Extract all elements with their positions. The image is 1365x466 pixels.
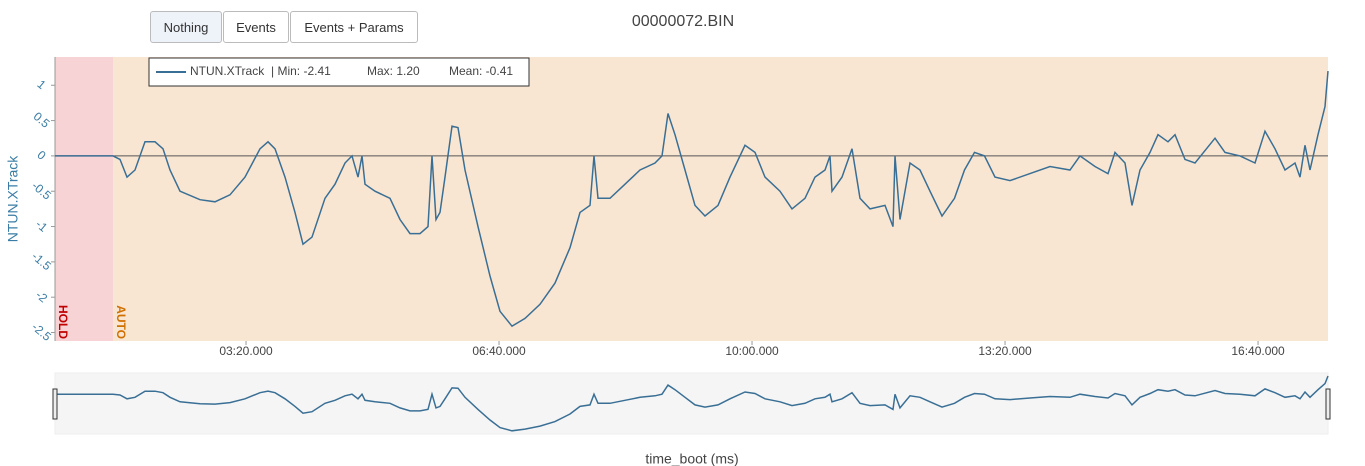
x-tick-label: 10:00.000 — [725, 344, 779, 358]
x-axis-title: time_boot (ms) — [645, 451, 738, 466]
x-tick-label: 06:40.000 — [472, 344, 526, 358]
mode-label: AUTO — [114, 305, 128, 339]
x-tick-label: 03:20.000 — [219, 344, 273, 358]
range-slider — [54, 372, 1329, 435]
legend-mean: Mean: -0.41 — [449, 64, 513, 78]
y-tick-label: -1 — [33, 217, 50, 235]
y-tick-label: 1 — [34, 77, 48, 92]
x-tick-label: 16:40.000 — [1231, 344, 1285, 358]
legend-max: Max: 1.20 — [367, 64, 420, 78]
y-tick-label: -0.5 — [29, 179, 54, 203]
button[interactable]: Events + Params — [290, 11, 418, 43]
legend-min: | Min: -2.41 — [271, 64, 331, 78]
range-line — [55, 375, 1329, 432]
legend-box — [148, 57, 530, 87]
mode-label: HOLD — [56, 305, 70, 339]
chart-title: 00000072.BIN — [632, 13, 734, 30]
range-handle — [1325, 388, 1331, 420]
button[interactable]: Nothing — [150, 11, 222, 43]
y-tick-label: -2 — [33, 288, 50, 306]
y-tick-label: 0 — [34, 148, 48, 163]
legend-name: NTUN.XTrack — [190, 64, 265, 78]
data-line — [55, 71, 1329, 328]
y-tick-label: -1.5 — [29, 249, 54, 273]
button[interactable]: Events — [223, 11, 289, 43]
x-tick-label: 13:20.000 — [978, 344, 1032, 358]
y-axis-title: NTUN.XTrack — [5, 155, 21, 243]
mode-band — [55, 57, 114, 341]
range-handle — [52, 388, 58, 420]
y-tick-label: 0.5 — [31, 109, 53, 131]
y-tick-label: -2.5 — [29, 320, 54, 344]
